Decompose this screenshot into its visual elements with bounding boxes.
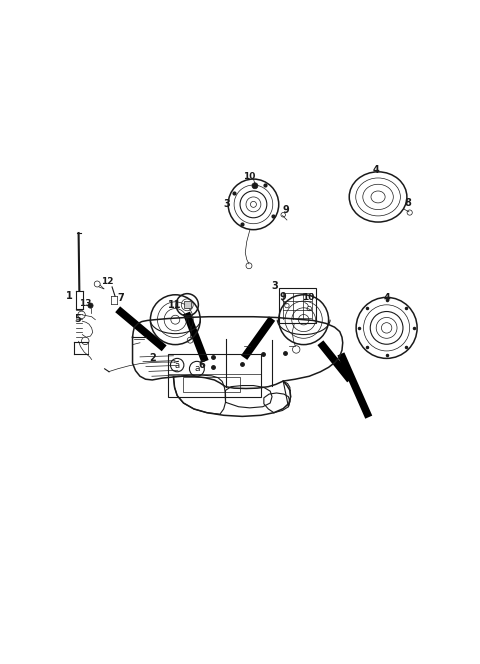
- Text: 10: 10: [302, 293, 315, 302]
- Text: 10: 10: [243, 171, 255, 181]
- Text: 12: 12: [101, 278, 114, 286]
- Text: 2: 2: [149, 353, 156, 363]
- Bar: [168, 354, 261, 396]
- Text: a: a: [175, 361, 180, 370]
- Text: 4: 4: [384, 293, 391, 303]
- Text: 7: 7: [117, 293, 124, 303]
- Text: 6: 6: [198, 360, 205, 370]
- Text: 1: 1: [66, 291, 72, 301]
- Circle shape: [88, 303, 93, 308]
- Text: 11: 11: [168, 300, 181, 310]
- Text: 5: 5: [74, 313, 81, 323]
- Bar: [183, 377, 240, 392]
- Text: 13: 13: [79, 299, 92, 308]
- Circle shape: [252, 183, 258, 189]
- Text: 9: 9: [280, 292, 287, 302]
- Text: a: a: [194, 365, 200, 373]
- Text: 3: 3: [223, 199, 230, 209]
- Text: 3: 3: [272, 282, 278, 291]
- Text: 4: 4: [373, 165, 380, 175]
- Bar: [279, 288, 316, 323]
- Bar: [183, 301, 191, 308]
- Text: 9: 9: [283, 205, 289, 214]
- Text: 8: 8: [404, 199, 411, 208]
